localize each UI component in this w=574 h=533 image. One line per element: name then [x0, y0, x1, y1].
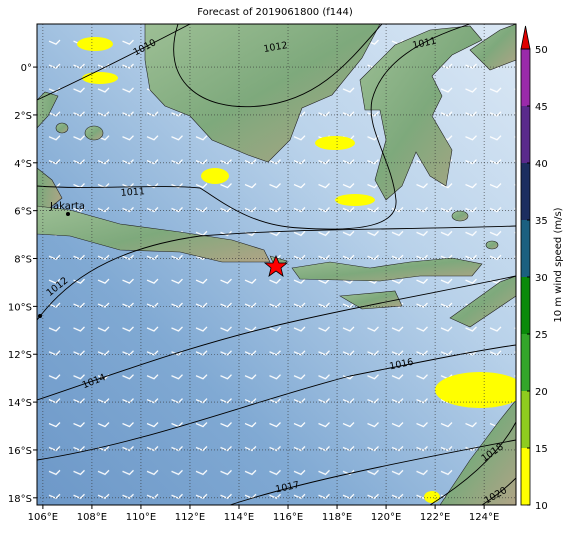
map-frame [36, 23, 517, 506]
colorbar-tick-label: 20 [535, 387, 548, 398]
x-tick-label: 110°E [126, 512, 156, 523]
title: Forecast of 2019061800 (f144) [197, 7, 353, 18]
wind-patch [335, 194, 375, 206]
isobar [229, 439, 516, 505]
isobar [173, 24, 383, 108]
colorbar-segment [521, 334, 530, 391]
isobar [37, 344, 516, 461]
wind-patch [315, 136, 355, 150]
y-tick-label: 16°S [8, 446, 32, 457]
colorbar-extension [520, 25, 531, 50]
x-tick-label: 118°E [322, 512, 352, 523]
colorbar-tick-label: 50 [535, 45, 548, 56]
colorbar-label: 10 m wind speed (m/s) [553, 207, 564, 322]
colorbar: 10 15 20 25 30 35 40 45 50 [520, 25, 548, 512]
sulawesi [359, 25, 483, 201]
isobar [481, 477, 516, 505]
colorbar-segment [521, 220, 530, 277]
y-tick-label: 6°S [14, 207, 32, 218]
borneo [144, 24, 381, 163]
city-dot [66, 212, 70, 216]
isobar [429, 421, 516, 505]
contour-label: 1017 [275, 480, 301, 496]
java [37, 205, 271, 263]
graticule: 106°E 108°E 110°E 112°E 114°E 116°E 118°E 120°E… [8, 24, 516, 523]
isobar [37, 24, 471, 230]
x-tick-label: 122°E [420, 512, 450, 523]
nusa-tenggara [291, 257, 483, 282]
timor [449, 275, 516, 328]
wind-patch [424, 491, 440, 503]
x-tick-label: 106°E [28, 512, 58, 523]
y-tick-label: 8°S [14, 255, 32, 266]
colorbar-segment [521, 448, 530, 505]
colorbar-tick-label: 45 [535, 102, 548, 113]
colorbar-tick-label: 35 [535, 216, 548, 227]
x-tick-label: 108°E [77, 512, 107, 523]
x-tick-label: 112°E [175, 512, 205, 523]
x-tick-label: 120°E [371, 512, 401, 523]
australia [439, 399, 516, 505]
wind-patch [201, 168, 229, 184]
colorbar-segment [521, 163, 530, 220]
wind-patch [435, 372, 516, 408]
northern-islands [469, 24, 516, 71]
contour-label: 1016 [389, 357, 415, 373]
island [451, 210, 469, 222]
colorbar-tick-label: 30 [535, 273, 548, 284]
colorbar-tick-label: 40 [535, 159, 548, 170]
colorbar-segment [521, 277, 530, 334]
y-tick-label: 10°S [8, 302, 32, 313]
wind-patch [77, 37, 113, 51]
contour-label: 1011 [412, 36, 438, 52]
y-tick-label: 14°S [8, 398, 32, 409]
contour-label: 1012 [263, 40, 289, 55]
point-dot [38, 314, 42, 318]
contour-label: 1011 [120, 186, 145, 199]
island [55, 122, 69, 134]
isobar [37, 225, 516, 321]
isobar [37, 275, 516, 401]
y-tick-label: 4°S [14, 159, 32, 170]
event-marker [263, 254, 289, 277]
colorbar-segment [521, 49, 530, 106]
colorbar-segment [521, 391, 530, 448]
island [84, 125, 104, 141]
isobar [37, 24, 191, 101]
place-label: Jakarta [49, 201, 85, 212]
y-tick-label: 18°S [8, 494, 32, 505]
map-area [37, 24, 516, 505]
wind-patch [82, 72, 118, 84]
y-tick-label: 2°S [14, 111, 32, 122]
y-tick-label: 0° [21, 63, 32, 74]
island [485, 240, 499, 250]
x-tick-label: 124°E [469, 512, 499, 523]
y-tick-label: 12°S [8, 350, 32, 361]
colorbar-segment [521, 106, 530, 163]
colorbar-tick-label: 15 [535, 444, 548, 455]
sumba [339, 290, 403, 310]
colorbar-tick-label: 25 [535, 330, 548, 341]
colorbar-tick-label: 10 [535, 501, 548, 512]
x-tick-label: 116°E [273, 512, 303, 523]
sumatra [37, 24, 63, 213]
x-tick-label: 114°E [224, 512, 254, 523]
